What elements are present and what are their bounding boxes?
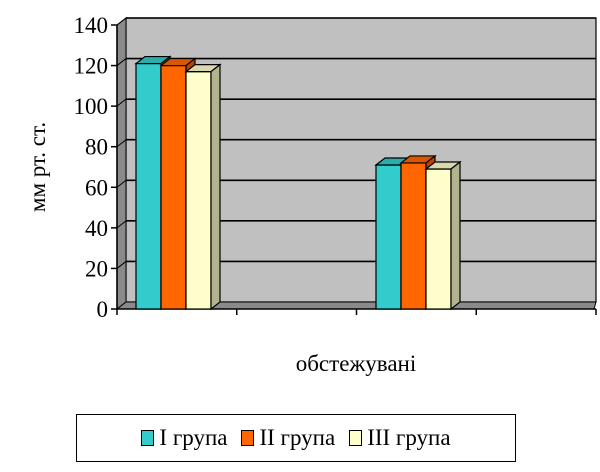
bar [425, 168, 452, 310]
bar [185, 71, 212, 310]
y-tick-label: 120 [74, 54, 109, 79]
y-tick-label: 100 [74, 94, 109, 119]
bar [400, 162, 427, 310]
y-tick-label: 60 [85, 175, 108, 200]
legend-item-series-2: II група [241, 425, 335, 451]
gridline-side [116, 58, 127, 66]
legend: I група II група III група [76, 414, 516, 462]
legend-label-series-1: I група [159, 425, 228, 450]
y-tick-label: 140 [74, 13, 109, 38]
legend-swatch-series-1 [141, 430, 155, 446]
y-tick-label: 20 [85, 256, 108, 281]
y-axis-label: мм рт. ст. [25, 122, 50, 212]
legend-swatch-series-3 [349, 430, 363, 446]
gridline-side [116, 179, 127, 188]
bar [160, 64, 187, 310]
gridline-side [116, 98, 127, 107]
legend-swatch-series-2 [241, 430, 255, 446]
bar-side [210, 63, 221, 311]
gridline-side [116, 17, 127, 26]
legend-item-series-1: I група [141, 425, 227, 451]
gridline-side [116, 261, 127, 269]
gridline-side [116, 139, 127, 148]
y-tick-label: 80 [85, 135, 108, 160]
y-tick-label: 40 [85, 216, 108, 241]
legend-label-series-2: II група [259, 425, 336, 450]
bar [135, 62, 162, 310]
x-axis-label: обстежувані [296, 351, 417, 376]
gridline-side [116, 220, 127, 229]
legend-item-series-3: III група [349, 425, 451, 451]
y-tick-label: 0 [97, 297, 109, 322]
legend-label-series-3: III група [367, 425, 451, 450]
bar-side [450, 160, 461, 311]
bar [375, 164, 402, 310]
